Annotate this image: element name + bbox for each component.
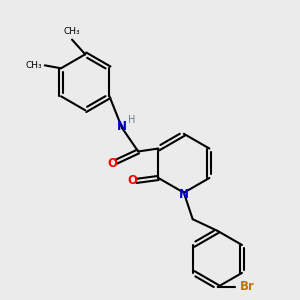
Text: N: N (179, 188, 189, 201)
Text: Br: Br (240, 280, 255, 293)
Text: O: O (108, 157, 118, 170)
Text: H: H (128, 115, 135, 125)
Text: CH₃: CH₃ (25, 61, 42, 70)
Text: N: N (117, 120, 127, 133)
Text: CH₃: CH₃ (64, 27, 80, 36)
Text: O: O (127, 174, 137, 188)
